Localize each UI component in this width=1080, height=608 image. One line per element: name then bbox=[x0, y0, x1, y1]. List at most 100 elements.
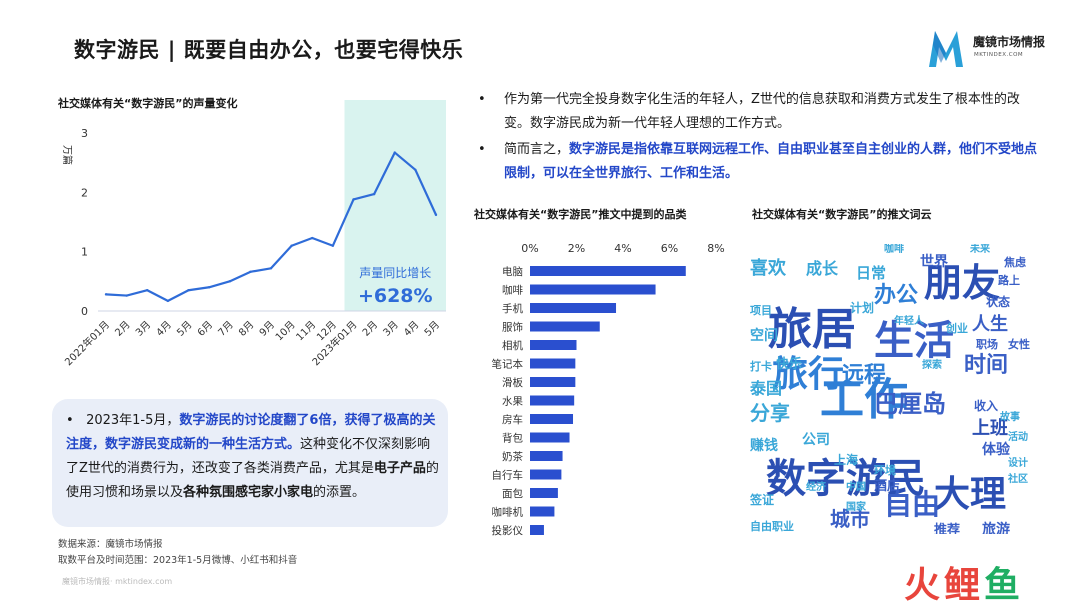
wordcloud-word: 城市 bbox=[830, 507, 870, 531]
data-point bbox=[187, 289, 190, 292]
bullet-2-text: 简而言之， bbox=[504, 142, 570, 157]
note-part-3: 的使用习惯和场景以及 bbox=[66, 461, 439, 500]
x-tick-label: 2% bbox=[568, 242, 585, 255]
wordcloud-word: 朋友 bbox=[924, 261, 1000, 305]
data-point bbox=[207, 286, 211, 289]
wordcloud-word: 泰国 bbox=[749, 379, 782, 398]
x-tick-label: 3月 bbox=[133, 319, 153, 339]
wordcloud-word: 旅行 bbox=[772, 354, 844, 395]
bar bbox=[530, 358, 576, 369]
y-tick-label: 3 bbox=[81, 127, 88, 140]
category-label: 服饰 bbox=[502, 321, 523, 334]
x-tick-label: 4月 bbox=[154, 319, 174, 339]
wordcloud-word: 数字游民 bbox=[766, 456, 926, 502]
y-tick-label: 1 bbox=[81, 246, 88, 259]
data-point bbox=[372, 192, 376, 196]
wordcloud-word: 年轻人 bbox=[894, 314, 925, 327]
wordcloud-word: 赚钱 bbox=[749, 437, 778, 454]
category-label: 笔记本 bbox=[492, 358, 524, 371]
data-point bbox=[434, 213, 438, 217]
wordcloud-word: 设计 bbox=[1008, 456, 1028, 469]
wordcloud-word: 创业 bbox=[945, 321, 968, 335]
x-tick-label: 2022年01月 bbox=[62, 318, 112, 368]
data-point bbox=[352, 198, 355, 201]
note-box bbox=[52, 399, 448, 527]
wordcloud-word: 经济 bbox=[806, 480, 827, 493]
category-label: 奶茶 bbox=[502, 450, 523, 463]
bar bbox=[530, 506, 555, 517]
wordcloud-word: 酒店 bbox=[874, 478, 900, 494]
bar bbox=[530, 340, 577, 350]
wordcloud-word: 路上 bbox=[998, 273, 1020, 287]
x-tick-label: 3月 bbox=[381, 319, 401, 339]
wordcloud-word: 中国 bbox=[846, 480, 866, 493]
wordcloud-word: 旅游 bbox=[982, 521, 1010, 534]
note-part-4: 的添置。 bbox=[313, 485, 366, 500]
wordcloud-word: 时间 bbox=[964, 353, 1008, 378]
bullet-item-1: 作为第一代完全投身数字化生活的年轻人，Z世代的信息获取和消费方式发生了根本性的改… bbox=[478, 88, 1038, 136]
bullet-item-2: 简而言之，数字游民是指依靠互联网远程工作、自由职业甚至自主创业的人群，他们不受地… bbox=[478, 138, 1038, 186]
wordcloud-word: 办公 bbox=[874, 283, 918, 308]
data-point bbox=[228, 280, 231, 283]
wordcloud-word: 旅居 bbox=[768, 304, 856, 355]
note-bullet: • bbox=[66, 413, 87, 428]
data-point bbox=[146, 289, 149, 292]
category-label: 背包 bbox=[502, 432, 523, 445]
bar bbox=[530, 414, 574, 424]
bar bbox=[530, 284, 656, 295]
x-tick-label: 2月 bbox=[360, 319, 380, 339]
note-bold-2: 各种氛围感宅家小家电 bbox=[183, 485, 314, 500]
x-tick-label: 8月 bbox=[236, 319, 256, 339]
category-label: 面包 bbox=[502, 487, 523, 500]
y-tick-label: 0 bbox=[81, 305, 88, 318]
footer-left: 魔镜市场情报· mktindex.com bbox=[62, 577, 173, 586]
wordcloud-word: 计划 bbox=[850, 300, 874, 315]
category-label: 咖啡 bbox=[502, 285, 523, 297]
data-point bbox=[290, 244, 293, 247]
wordcloud-word: 自由职业 bbox=[750, 519, 794, 533]
wordcloud-word: 生活 bbox=[874, 318, 954, 364]
wordcloud-word: 项目 bbox=[750, 304, 772, 317]
x-tick-label: 10月 bbox=[273, 319, 298, 344]
category-label: 自行车 bbox=[492, 469, 524, 482]
wordcloud-word: 空间 bbox=[750, 327, 778, 344]
bullet-1-text: 作为第一代完全投身数字化生活的年轻人，Z世代的信息获取和消费方式发生了根本性的改… bbox=[504, 92, 1020, 131]
x-tick-label: 11月 bbox=[294, 319, 319, 344]
category-label: 房车 bbox=[502, 413, 523, 426]
wordcloud-word: 体验 bbox=[982, 441, 1011, 458]
x-tick-label: 0% bbox=[521, 242, 538, 255]
x-tick-label: 7月 bbox=[216, 319, 236, 339]
category-label: 咖啡机 bbox=[492, 506, 524, 519]
bar bbox=[530, 266, 686, 276]
category-label: 相机 bbox=[502, 339, 523, 352]
wordcloud-word: 工作 bbox=[820, 374, 908, 425]
watermark-char: 火 bbox=[904, 565, 945, 606]
x-tick-label: 4% bbox=[614, 242, 631, 255]
highlight-label: 声量同比增长 bbox=[359, 266, 431, 280]
y-tick-label: 2 bbox=[81, 186, 88, 199]
highlight-region bbox=[344, 100, 446, 311]
wordcloud-word: 自由 bbox=[884, 488, 940, 521]
wordcloud-word: 未来 bbox=[969, 244, 991, 255]
bullet-2-highlight: 数字游民是指依靠互联网远程工作、自由职业甚至自主创业的人群，他们不受地点限制，可… bbox=[504, 142, 1038, 181]
bar-chart: 0% 2% 4% 6% 8% 电脑咖啡手机服饰相机笔记本滑板水果房车背包奶茶自行车面包咖啡… bbox=[492, 242, 725, 537]
logo-name: 魔镜市场情报 bbox=[973, 35, 1046, 49]
source-line-1: 数据来源：魔镜市场情报 bbox=[58, 539, 163, 550]
line-chart-title: 社交媒体有关“数字游民”的声量变化 bbox=[58, 97, 238, 110]
wordcloud-word: 远程 bbox=[842, 363, 886, 388]
wordcloud-word: 世界 bbox=[920, 253, 949, 270]
wordcloud-word: 状态 bbox=[986, 294, 1010, 309]
wordcloud-word: 巴厘岛 bbox=[874, 390, 946, 418]
wordcloud-word: 上海 bbox=[834, 452, 858, 467]
wordcloud-word: 焦虑 bbox=[1003, 255, 1026, 269]
x-tick-label: 4月 bbox=[401, 319, 421, 339]
bar bbox=[530, 303, 617, 313]
watermark-char: 鲤 bbox=[944, 565, 985, 606]
wordcloud-word: 打卡 bbox=[750, 359, 772, 373]
wordcloud-word: 故事 bbox=[1000, 410, 1020, 423]
wordcloud-word: 公司 bbox=[802, 432, 830, 448]
data-point bbox=[249, 270, 252, 274]
x-tick-label: 5月 bbox=[175, 319, 195, 339]
wordcloud-word: 国家 bbox=[846, 500, 867, 513]
